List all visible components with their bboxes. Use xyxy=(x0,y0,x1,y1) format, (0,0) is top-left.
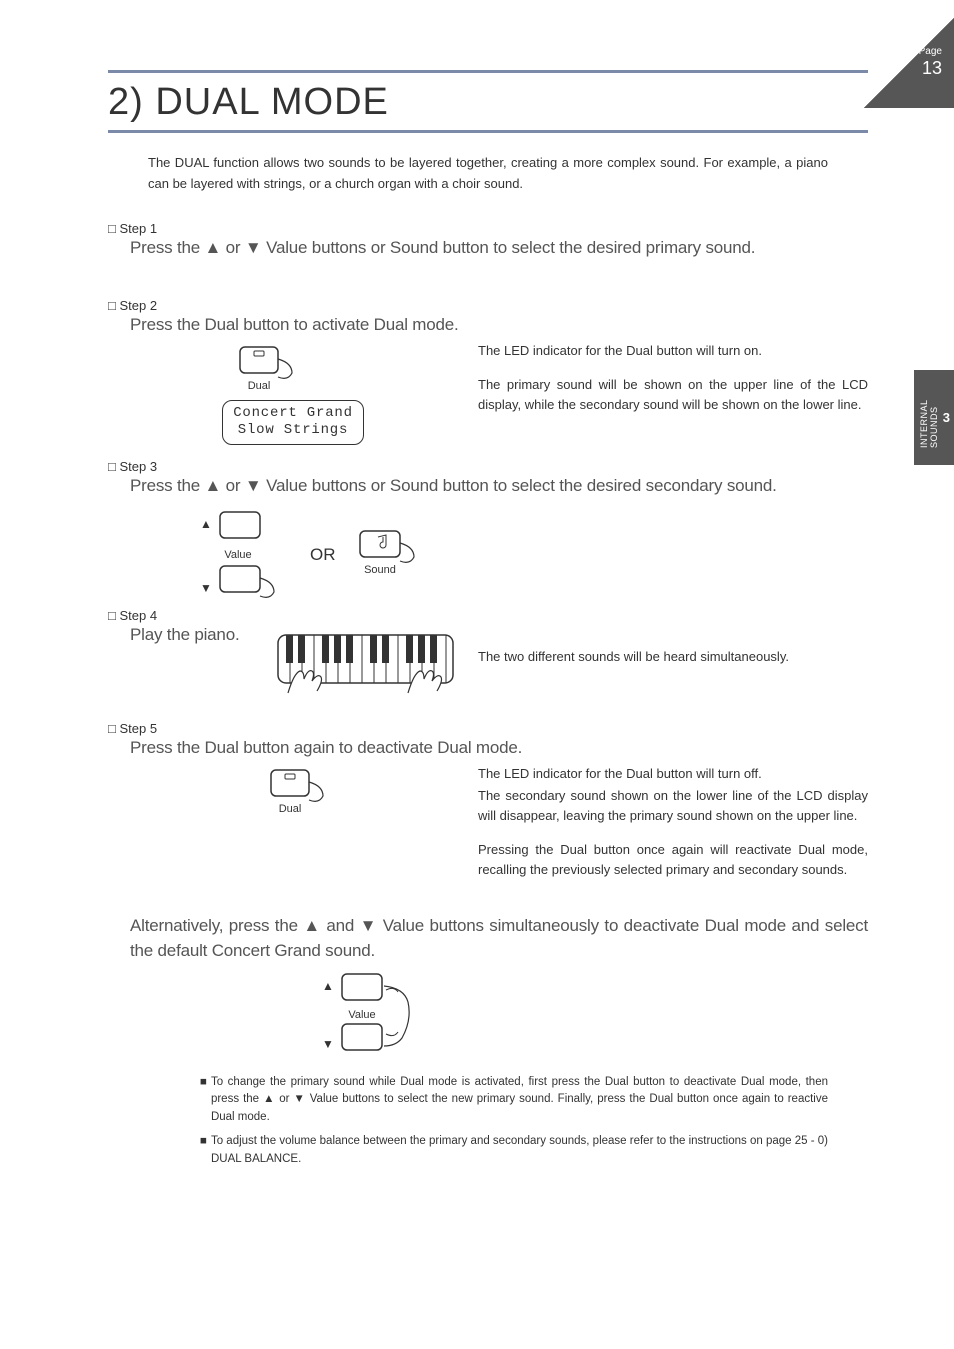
step-2-instruction: Press the Dual button to activate Dual m… xyxy=(130,315,868,335)
section-tab-label: INTERNALSOUNDS xyxy=(919,399,939,448)
page-number: 13 xyxy=(922,58,942,79)
alternative-instruction: Alternatively, press the ▲ and ▼ Value b… xyxy=(130,914,868,963)
step-4: □ Step 4 Play the piano. xyxy=(108,608,868,703)
step-2-note-2: The primary sound will be shown on the u… xyxy=(478,375,868,415)
step-2-note-1: The LED indicator for the Dual button wi… xyxy=(478,341,868,361)
svg-text:▲: ▲ xyxy=(322,979,334,993)
step-2: □ Step 2 Press the Dual button to activa… xyxy=(108,298,868,445)
value-buttons-simul-icon: ▲ ▼ Value xyxy=(308,970,438,1060)
svg-text:Value: Value xyxy=(224,549,251,561)
step-5-illustration: Dual xyxy=(108,764,478,895)
step-1-instruction: Press the ▲ or ▼ Value buttons or Sound … xyxy=(130,238,868,258)
svg-text:Dual: Dual xyxy=(279,803,302,815)
step-3-instruction: Press the ▲ or ▼ Value buttons or Sound … xyxy=(130,476,868,496)
svg-text:▼: ▼ xyxy=(200,581,212,595)
svg-text:▲: ▲ xyxy=(200,517,212,531)
footnote-2: To adjust the volume balance between the… xyxy=(211,1133,828,1169)
sound-button-icon: Sound xyxy=(348,525,438,585)
piano-hands-icon xyxy=(268,623,468,703)
step-4-note-1: The two different sounds will be heard s… xyxy=(478,647,868,667)
step-3: □ Step 3 Press the ▲ or ▼ Value buttons … xyxy=(108,459,868,604)
footnote-1: To change the primary sound while Dual m… xyxy=(211,1074,828,1127)
step-5-note-2: The secondary sound shown on the lower l… xyxy=(478,786,868,826)
section-tab-number: 3 xyxy=(943,410,950,425)
section-tab: INTERNALSOUNDS 3 xyxy=(914,370,954,465)
step-5-label: □ Step 5 xyxy=(108,721,868,736)
svg-text:Value: Value xyxy=(348,1009,375,1021)
step-5: □ Step 5 Press the Dual button again to … xyxy=(108,721,868,895)
step-2-illustration: Dual Concert Grand Slow Strings xyxy=(108,341,478,445)
step-3-label: □ Step 3 xyxy=(108,459,868,474)
footnotes: ■To change the primary sound while Dual … xyxy=(200,1074,828,1169)
or-label: OR xyxy=(310,545,336,565)
dual-button-icon: Dual xyxy=(222,341,302,396)
value-buttons-icon: ▲ ▼ Value xyxy=(188,506,298,604)
lcd-line-1: Concert Grand xyxy=(233,405,353,423)
page-corner: Page 13 xyxy=(864,18,954,108)
svg-text:Sound: Sound xyxy=(364,564,396,576)
lcd-line-2: Slow Strings xyxy=(233,422,353,440)
page-label: Page xyxy=(919,46,942,57)
step-5-note-1: The LED indicator for the Dual button wi… xyxy=(478,764,868,784)
step-1: □ Step 1 Press the ▲ or ▼ Value buttons … xyxy=(108,221,868,258)
dual-button-icon: Dual xyxy=(253,764,333,819)
step-5-note-3: Pressing the Dual button once again will… xyxy=(478,840,868,880)
step-4-label: □ Step 4 xyxy=(108,608,868,623)
step-5-instruction: Press the Dual button again to deactivat… xyxy=(130,738,868,758)
svg-text:Dual: Dual xyxy=(248,380,271,392)
page-content: 2) DUAL MODE The DUAL function allows tw… xyxy=(108,70,868,1175)
step-2-label: □ Step 2 xyxy=(108,298,868,313)
svg-text:▼: ▼ xyxy=(322,1037,334,1051)
intro-text: The DUAL function allows two sounds to b… xyxy=(148,153,828,195)
step-4-illustration xyxy=(108,623,478,703)
step-1-label: □ Step 1 xyxy=(108,221,868,236)
page-title: 2) DUAL MODE xyxy=(108,70,868,133)
lcd-display: Concert Grand Slow Strings xyxy=(222,400,364,445)
